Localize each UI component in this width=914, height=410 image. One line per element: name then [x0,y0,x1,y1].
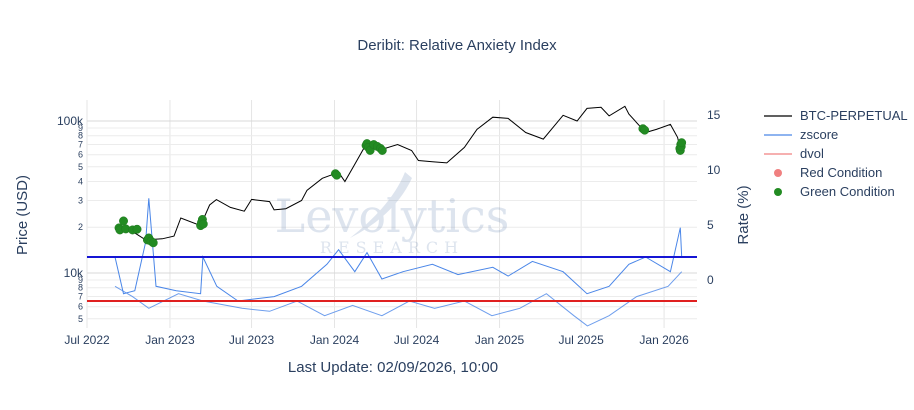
legend-item-zscore[interactable]: zscore [764,127,838,142]
green-condition-point [377,146,387,155]
green-condition-point [198,219,208,229]
legend-item-btc-perpetual[interactable]: BTC-PERPETUAL [764,108,908,123]
chart-title: Deribit: Relative Anxiety Index [357,37,557,54]
x-tick-label: Jan 2023 [145,333,195,347]
y-axis-title: Price (USD) [14,175,31,255]
green-condition-point [119,216,128,226]
y-minor-tick-label: 8 [78,131,83,141]
green-condition-point [132,224,142,234]
gridlines [86,100,697,328]
y-minor-tick-label: 6 [78,302,83,312]
x-tick-label: Jan 2024 [310,333,360,347]
y-minor-tick-label: 6 [78,150,83,160]
x-tick-label: Jan 2026 [639,333,689,347]
watermark-text: Levolytics [275,189,510,243]
threshold-lines [87,256,697,302]
legend-item-green-condition[interactable]: Green Condition [774,184,895,199]
legend-dot-icon [774,169,782,177]
y-minor-tick-label: 9 [78,123,83,133]
y2-axis-title: Rate (%) [735,185,752,244]
y-tick-label: 10k [64,266,84,280]
y-minor-tick-label: 5 [78,314,83,324]
watermark: Levolytics RESEARCH [275,172,510,257]
y-tick-label: 100k [57,114,84,128]
green-condition-point [332,170,342,180]
legend-item-dvol[interactable]: dvol [764,146,824,161]
x-tick-label: Jul 2022 [64,333,110,347]
legend-label: Green Condition [800,184,895,199]
x-tick-label: Jul 2025 [558,333,604,347]
green-condition-markers [114,124,687,248]
x-tick-label: Jul 2023 [229,333,275,347]
x-tick-label: Jul 2024 [394,333,440,347]
axes: Jul 2022 Jan 2023 Jul 2023 Jan 2024 Jul 2024… [57,108,721,347]
btc-perpetual-line [114,105,683,241]
y2-tick-label: 0 [707,273,714,287]
legend-label: Red Condition [800,165,882,180]
y2-tick-label: 5 [707,218,714,232]
y-minor-tick-label: 8 [78,283,83,293]
legend-label: dvol [800,146,824,161]
green-condition-point [148,238,158,248]
y2-tick-label: 15 [707,108,721,122]
legend[interactable]: BTC-PERPETUAL zscore dvol Red Condition Gree… [764,108,908,199]
x-axis-title: Last Update: 02/09/2026, 10:00 [288,359,498,376]
zscore-line [114,198,683,302]
y2-tick-label: 10 [707,163,721,177]
y-minor-tick-label: 7 [78,292,83,302]
y-minor-tick-label: 2 [78,222,83,232]
x-tick-label: Jan 2025 [475,333,525,347]
watermark-logo-icon [350,172,412,238]
y-minor-tick-label: 9 [78,275,83,285]
green-condition-point [677,138,687,148]
legend-item-red-condition[interactable]: Red Condition [774,165,882,180]
watermark-subtext: RESEARCH [320,238,464,257]
legend-label: zscore [800,127,838,142]
y-minor-tick-label: 5 [78,162,83,172]
y-minor-tick-label: 3 [78,195,83,205]
y-minor-tick-label: 7 [78,140,83,150]
green-condition-point [640,125,650,135]
legend-dot-icon [774,188,782,196]
y-minor-tick-label: 4 [78,176,83,186]
legend-label: BTC-PERPETUAL [800,108,908,123]
